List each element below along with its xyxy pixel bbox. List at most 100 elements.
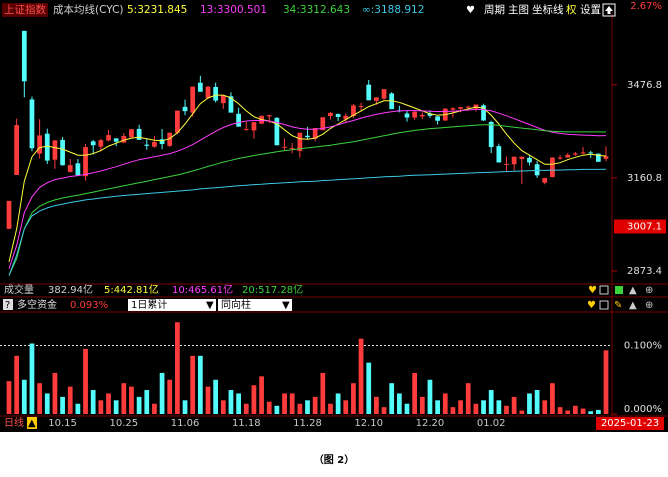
x-tick-label: 2025-01-23 (601, 418, 659, 429)
candle-body (152, 141, 157, 147)
bar (144, 390, 150, 414)
bar (67, 386, 73, 414)
toolbar-button[interactable]: 坐标线 (532, 3, 564, 16)
title-background (2, 3, 48, 17)
cyc-line (8, 168, 607, 276)
bar (29, 343, 35, 414)
bar (603, 350, 609, 414)
panel-icon[interactable]: ♥ (587, 300, 596, 311)
candle-body (404, 113, 410, 118)
candle-body (98, 140, 104, 147)
panel-icon[interactable]: ▲ (629, 285, 637, 296)
panel-icon[interactable] (615, 286, 623, 294)
candle-body (312, 128, 318, 139)
bar (251, 385, 257, 414)
candle-body (328, 112, 333, 117)
volume-ma: 20:517.28亿 (242, 283, 303, 296)
help-icon[interactable] (3, 299, 13, 310)
candle-body (374, 97, 379, 101)
candle-body (351, 105, 356, 117)
candle-body (542, 178, 548, 183)
bar (236, 393, 241, 414)
bar (205, 386, 211, 414)
chart-subtitle: 成本均线(CYC) (53, 3, 124, 16)
dropdown[interactable] (128, 299, 216, 311)
bar (259, 376, 264, 414)
candle-body (335, 114, 341, 117)
candle-body (129, 129, 134, 138)
panel-icon[interactable] (599, 285, 609, 295)
bar (90, 390, 96, 414)
bar (335, 393, 341, 414)
dropdown-text: 1日累计 (131, 298, 167, 311)
bar (152, 403, 157, 414)
candle-body (144, 144, 150, 146)
bar (52, 372, 58, 414)
candle-body (297, 132, 303, 151)
candle-body (14, 125, 20, 175)
candle-body (289, 147, 295, 149)
cursor-price-box (614, 219, 666, 234)
candle-body (519, 156, 525, 160)
candle-body (190, 86, 196, 113)
toolbar-button[interactable]: 周期 (484, 4, 505, 16)
y-tick-label: 3476.8 (627, 80, 662, 91)
candle-body (488, 121, 494, 148)
legend-entry: 5:3231.845 (127, 4, 187, 16)
bar (266, 401, 272, 414)
candle-body (251, 122, 257, 131)
candle-body (511, 156, 517, 165)
panel-icon[interactable]: ♥ (588, 285, 597, 296)
panel-icon[interactable] (599, 300, 609, 310)
panel-icon[interactable]: ⊕ (645, 285, 653, 296)
candle-body (458, 107, 463, 109)
bar (129, 386, 134, 414)
bar (435, 400, 440, 414)
volume-ma: 5:442.81亿 (104, 283, 159, 296)
panel-icon[interactable]: ▲ (629, 300, 637, 311)
candle-body (228, 96, 234, 113)
candle-body (113, 138, 119, 142)
period-icon-text: ▲ (28, 418, 36, 429)
toolbar-button[interactable]: 主图 (508, 4, 529, 16)
bar (121, 383, 127, 414)
collapse-button[interactable] (602, 3, 616, 17)
favorite-icon[interactable]: ♥ (466, 5, 475, 16)
bar (450, 407, 456, 414)
period-icon[interactable] (27, 417, 37, 429)
caption: （图 2） (314, 453, 354, 466)
candle-body (83, 147, 88, 177)
y-tick-label: 3160.8 (627, 173, 662, 184)
bar (504, 405, 509, 414)
bar (37, 383, 42, 414)
panel-icon[interactable]: ✎ (614, 300, 622, 311)
candle-body (182, 106, 188, 112)
dropdown-text: 同向柱 (221, 298, 251, 311)
bar (197, 355, 203, 414)
candle-body (282, 146, 287, 148)
dropdown-arrow: ▼ (282, 300, 290, 311)
y-tick-label: 0.100% (624, 341, 662, 352)
candle-body (527, 157, 532, 163)
candle-body (60, 139, 65, 166)
candle-body (21, 30, 27, 82)
bar (458, 400, 463, 414)
dropdown[interactable] (218, 299, 292, 311)
toolbar-button[interactable]: 设置 (580, 4, 601, 16)
panel-icon[interactable]: ⊕ (645, 300, 653, 311)
bar (159, 372, 165, 414)
candle-body (44, 133, 50, 161)
candle-body (197, 82, 203, 92)
bar (351, 383, 356, 414)
bar (282, 393, 287, 414)
chart-title: 上证指数 (4, 3, 46, 16)
dropdown-arrow: ▼ (206, 300, 214, 311)
bar (106, 393, 111, 414)
bar (496, 400, 502, 414)
candle-body (358, 105, 364, 107)
bar (588, 411, 594, 414)
candle-body (419, 114, 425, 117)
bar (412, 372, 418, 414)
toolbar-button[interactable]: 权 (566, 3, 577, 16)
candle-body (75, 163, 81, 176)
